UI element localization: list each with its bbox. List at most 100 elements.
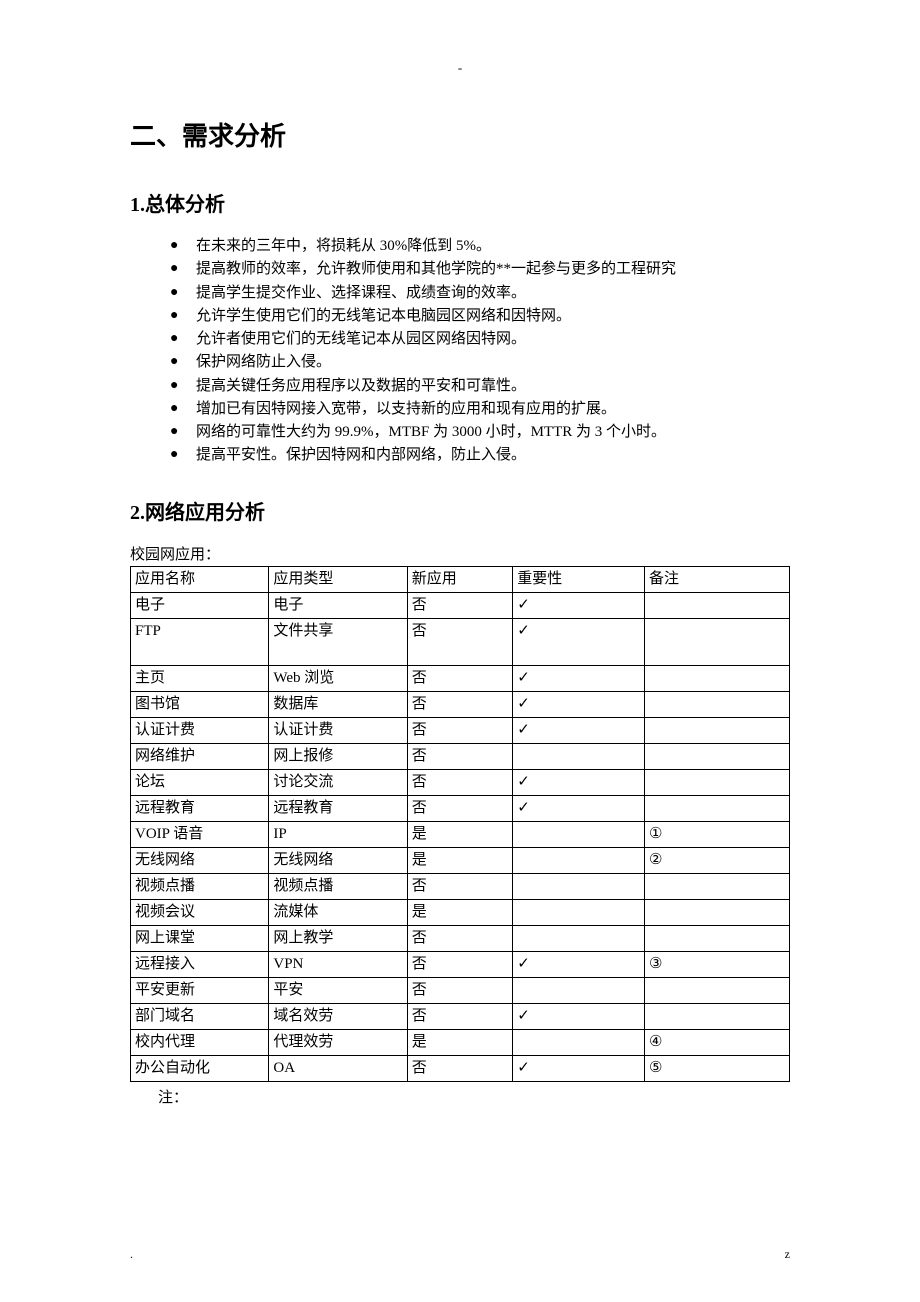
application-table: 应用名称 应用类型 新应用 重要性 备注 电子电子否✓FTP文件共享否✓主页We… [130, 566, 790, 1082]
cell-note [644, 899, 789, 925]
cell-name: 电子 [131, 592, 269, 618]
cell-type: Web 浏览 [269, 665, 407, 691]
cell-new: 否 [407, 1055, 512, 1081]
cell-note: ③ [644, 951, 789, 977]
cell-name: 主页 [131, 665, 269, 691]
cell-name: 认证计费 [131, 717, 269, 743]
cell-name: 部门域名 [131, 1003, 269, 1029]
cell-type: 域名效劳 [269, 1003, 407, 1029]
table-row: 视频会议流媒体是 [131, 899, 790, 925]
cell-type: 平安 [269, 977, 407, 1003]
table-row: 主页Web 浏览否✓ [131, 665, 790, 691]
cell-importance: ✓ [513, 717, 645, 743]
cell-importance: ✓ [513, 795, 645, 821]
cell-new: 否 [407, 951, 512, 977]
bullet-item: 提高教师的效率，允许教师使用和其他学院的**一起参与更多的工程研究 [170, 258, 790, 281]
cell-new: 否 [407, 925, 512, 951]
cell-name: 图书馆 [131, 691, 269, 717]
cell-type: IP [269, 821, 407, 847]
col-header-name: 应用名称 [131, 566, 269, 592]
cell-importance [513, 925, 645, 951]
table-row: 办公自动化OA否✓⑤ [131, 1055, 790, 1081]
cell-new: 否 [407, 618, 512, 665]
cell-name: 远程接入 [131, 951, 269, 977]
cell-importance [513, 977, 645, 1003]
cell-note [644, 1003, 789, 1029]
cell-name: 视频点播 [131, 873, 269, 899]
table-row: 网络维护网上报修否 [131, 743, 790, 769]
cell-new: 否 [407, 769, 512, 795]
cell-note [644, 977, 789, 1003]
cell-importance [513, 821, 645, 847]
cell-note: ② [644, 847, 789, 873]
subsection-1-title: 1.总体分析 [130, 188, 790, 217]
bullet-item: 保护网络防止入侵。 [170, 351, 790, 374]
cell-new: 否 [407, 717, 512, 743]
cell-new: 否 [407, 592, 512, 618]
col-header-importance: 重要性 [513, 566, 645, 592]
cell-name: 网上课堂 [131, 925, 269, 951]
cell-name: 平安更新 [131, 977, 269, 1003]
cell-importance: ✓ [513, 691, 645, 717]
cell-type: 无线网络 [269, 847, 407, 873]
cell-name: VOIP 语音 [131, 821, 269, 847]
cell-new: 否 [407, 795, 512, 821]
cell-type: VPN [269, 951, 407, 977]
subsection-2-title: 2.网络应用分析 [130, 496, 790, 525]
cell-type: 网上报修 [269, 743, 407, 769]
cell-new: 否 [407, 743, 512, 769]
bullet-item: 网络的可靠性大约为 99.9%，MTBF 为 3000 小时，MTTR 为 3 … [170, 421, 790, 444]
page-footer: . z [130, 1247, 790, 1262]
cell-type: 网上教学 [269, 925, 407, 951]
cell-name: 无线网络 [131, 847, 269, 873]
cell-note [644, 665, 789, 691]
col-header-new: 新应用 [407, 566, 512, 592]
cell-note [644, 717, 789, 743]
cell-note [644, 769, 789, 795]
cell-importance: ✓ [513, 951, 645, 977]
bullet-list: 在未来的三年中，将损耗从 30%降低到 5%。提高教师的效率，允许教师使用和其他… [130, 235, 790, 468]
cell-importance: ✓ [513, 665, 645, 691]
cell-note: ④ [644, 1029, 789, 1055]
cell-type: 流媒体 [269, 899, 407, 925]
cell-type: 视频点播 [269, 873, 407, 899]
cell-note: ① [644, 821, 789, 847]
cell-type: OA [269, 1055, 407, 1081]
cell-importance [513, 899, 645, 925]
cell-name: 校内代理 [131, 1029, 269, 1055]
col-header-note: 备注 [644, 566, 789, 592]
cell-name: FTP [131, 618, 269, 665]
cell-importance: ✓ [513, 769, 645, 795]
cell-new: 是 [407, 847, 512, 873]
cell-note [644, 743, 789, 769]
cell-importance: ✓ [513, 1055, 645, 1081]
bullet-item: 允许学生使用它们的无线笔记本电脑园区网络和因特网。 [170, 305, 790, 328]
bullet-item: 在未来的三年中，将损耗从 30%降低到 5%。 [170, 235, 790, 258]
cell-new: 否 [407, 1003, 512, 1029]
cell-type: 讨论交流 [269, 769, 407, 795]
cell-note [644, 795, 789, 821]
col-header-type: 应用类型 [269, 566, 407, 592]
cell-note [644, 925, 789, 951]
cell-name: 办公自动化 [131, 1055, 269, 1081]
footer-right: z [785, 1247, 790, 1262]
cell-new: 否 [407, 873, 512, 899]
table-row: 校内代理代理效劳是④ [131, 1029, 790, 1055]
table-row: 网上课堂网上教学否 [131, 925, 790, 951]
cell-type: 认证计费 [269, 717, 407, 743]
bullet-item: 增加已有因特网接入宽带，以支持新的应用和现有应用的扩展。 [170, 398, 790, 421]
table-footnote: 注： [158, 1086, 790, 1107]
table-row: 平安更新平安否 [131, 977, 790, 1003]
top-mark: - [130, 60, 790, 76]
table-header-row: 应用名称 应用类型 新应用 重要性 备注 [131, 566, 790, 592]
table-row: 电子电子否✓ [131, 592, 790, 618]
cell-importance: ✓ [513, 592, 645, 618]
cell-type: 数据库 [269, 691, 407, 717]
cell-name: 远程教育 [131, 795, 269, 821]
cell-importance [513, 873, 645, 899]
cell-new: 是 [407, 821, 512, 847]
table-row: 视频点播视频点播否 [131, 873, 790, 899]
cell-type: 文件共享 [269, 618, 407, 665]
bullet-item: 提高学生提交作业、选择课程、成绩查询的效率。 [170, 282, 790, 305]
bullet-item: 提高平安性。保护因特网和内部网络，防止入侵。 [170, 444, 790, 467]
